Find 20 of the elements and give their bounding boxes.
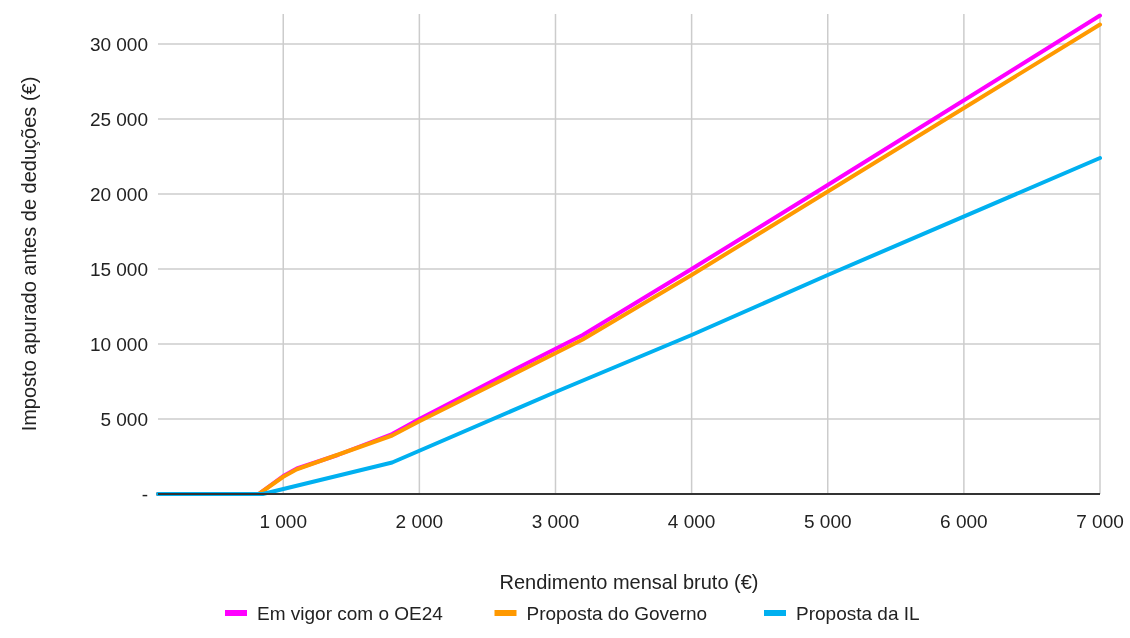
x-tick-label: 6 000: [940, 511, 988, 532]
x-tick-label: 7 000: [1076, 511, 1124, 532]
y-tick-label: -: [141, 484, 148, 505]
x-tick-label: 1 000: [259, 511, 308, 532]
y-axis-title: Imposto apurado antes de deduções (€): [18, 76, 40, 432]
y-tick-label: 25 000: [89, 109, 148, 130]
y-tick-label: 10 000: [89, 334, 148, 355]
y-tick-label: 30 000: [89, 34, 148, 55]
y-tick-label: 5 000: [100, 409, 148, 430]
x-axis-title: Rendimento mensal bruto (€): [499, 571, 759, 593]
legend-label: Proposta do Governo: [526, 603, 708, 624]
legend-label: Em vigor com o OE24: [257, 603, 444, 624]
x-tick-label: 3 000: [531, 511, 580, 532]
x-tick-label: 5 000: [803, 511, 852, 532]
line-series: [156, 156, 1102, 496]
y-tick-label: 15 000: [89, 259, 148, 280]
x-tick-label: 4 000: [667, 511, 716, 532]
y-tick-label: 20 000: [89, 184, 148, 205]
legend-label: Proposta da IL: [796, 603, 920, 624]
x-tick-label: 2 000: [395, 511, 444, 532]
